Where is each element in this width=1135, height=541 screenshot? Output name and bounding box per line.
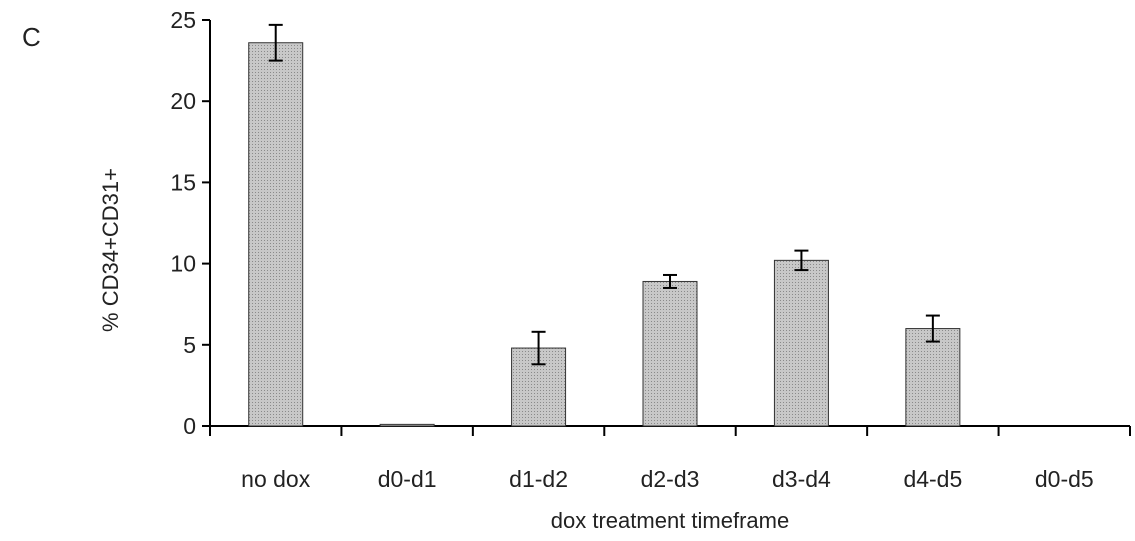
bar-no-dox (248, 42, 304, 427)
x-tick-label: d2-d3 (641, 466, 700, 492)
plot-area: 0 5 10 15 20 25 no dox d0-d1 d1-d2 d2-d3 d3-d4 d4-d… (170, 7, 1131, 492)
y-tick-label: 0 (183, 413, 196, 439)
x-tick-label: d1-d2 (509, 466, 568, 492)
x-tick-label: d0-d5 (1035, 466, 1094, 492)
x-tick-label: d4-d5 (903, 466, 962, 492)
bar-d4-d5 (905, 328, 961, 427)
y-tick-label: 15 (170, 169, 196, 195)
x-tick-label: d3-d4 (772, 466, 831, 492)
x-tick-label: no dox (241, 466, 311, 492)
bar-d2-d3 (642, 280, 698, 427)
bar-d0-d1 (379, 423, 435, 427)
y-tick-label: 5 (183, 332, 196, 358)
y-tick-label: 25 (170, 7, 196, 33)
bar-d3-d4 (773, 259, 829, 427)
y-tick-label: 20 (170, 88, 196, 114)
x-tick-label: d0-d1 (378, 466, 437, 492)
y-axis-title: % CD34+CD31+ (98, 168, 123, 332)
panel-label: C (22, 22, 41, 52)
x-axis-title: dox treatment timeframe (551, 508, 789, 533)
y-tick-label: 10 (170, 251, 196, 277)
